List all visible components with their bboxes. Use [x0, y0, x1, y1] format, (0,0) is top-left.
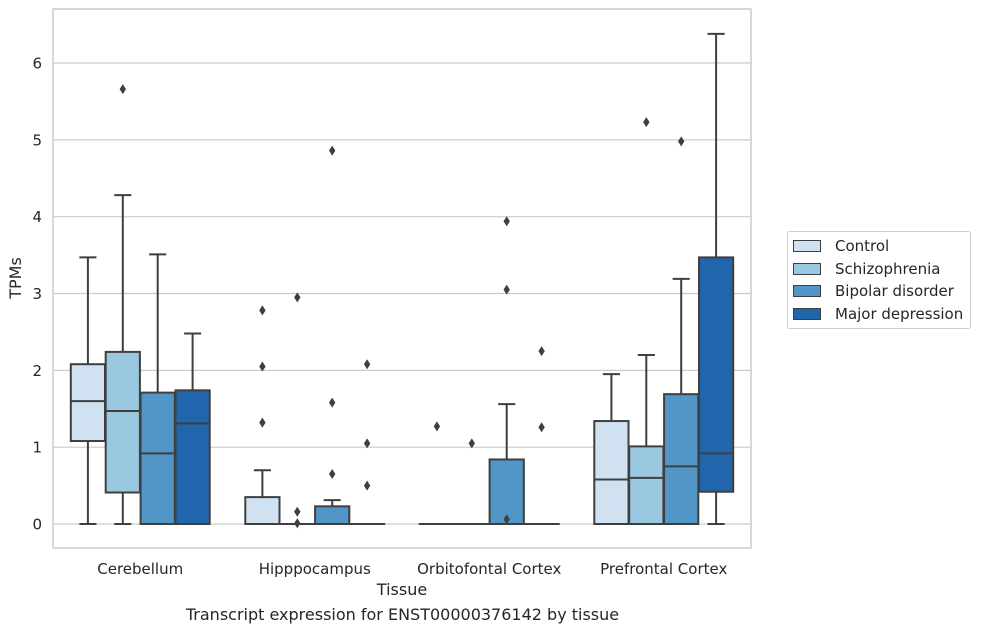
outlier-point — [503, 216, 510, 227]
y-tick-labels: 0 1 2 3 4 5 6 — [32, 55, 42, 534]
x-tick-label: Prefrontal Cortex — [600, 560, 727, 578]
box — [348, 359, 386, 526]
boxes — [69, 32, 735, 529]
outlier-point — [643, 117, 650, 128]
box-body — [104, 350, 141, 494]
x-axis-label: Tissue — [376, 580, 427, 599]
outlier-point — [538, 422, 545, 433]
box — [523, 346, 560, 526]
legend-label: Bipolar disorder — [835, 282, 954, 301]
box — [418, 421, 456, 526]
outlier-point — [329, 397, 336, 408]
outlier-point — [503, 284, 510, 295]
outlier-point — [363, 480, 371, 491]
box-body — [593, 420, 630, 525]
y-tick-label: 0 — [32, 516, 42, 534]
box — [488, 216, 525, 525]
outlier-point — [363, 359, 371, 370]
outlier-point — [294, 292, 301, 303]
chart-caption: Transcript expression for ENST0000037614… — [185, 605, 620, 624]
legend-label: Control — [835, 237, 890, 256]
outlier-point — [329, 469, 336, 480]
y-tick-label: 1 — [32, 439, 42, 457]
box — [593, 373, 630, 525]
outlier-point — [259, 361, 266, 372]
y-tick-label: 2 — [32, 362, 42, 380]
legend-swatch — [793, 240, 821, 253]
legend: Control Schizophrenia Bipolar disorder Majo… — [787, 231, 971, 329]
box-body — [697, 256, 735, 493]
box-body — [174, 389, 211, 525]
outlier-point — [259, 417, 266, 428]
legend-item: Control — [788, 235, 970, 258]
box — [139, 253, 176, 525]
legend-label: Major depression — [835, 304, 964, 323]
box — [279, 292, 316, 529]
y-tick-label: 3 — [32, 285, 42, 303]
box — [314, 145, 351, 526]
box — [697, 32, 735, 525]
box — [104, 84, 141, 525]
outlier-point — [363, 438, 371, 449]
y-tick-label: 4 — [32, 208, 42, 226]
box-body — [663, 393, 700, 525]
outlier-point — [468, 438, 475, 449]
legend-swatch — [793, 262, 821, 275]
outlier-point — [678, 136, 685, 147]
outlier-point — [329, 145, 336, 156]
box-body — [69, 363, 107, 443]
box-body — [488, 458, 525, 525]
plot-frame — [52, 8, 752, 549]
outlier-point — [294, 506, 301, 517]
box-body — [314, 505, 351, 526]
box-body — [244, 496, 281, 525]
legend-swatch — [793, 285, 821, 298]
box-body — [139, 391, 176, 525]
outlier-point — [259, 305, 266, 316]
x-tick-labels: Cerebellum Hipppocampus Orbitofontal Corte… — [97, 560, 727, 578]
outlier-point — [538, 346, 545, 357]
box — [174, 332, 211, 525]
y-tick-label: 6 — [32, 55, 42, 73]
box — [244, 305, 281, 525]
x-tick-label: Cerebellum — [97, 560, 183, 578]
legend-item: Major depression — [788, 303, 970, 326]
y-axis-label: TPMs — [6, 257, 25, 300]
legend-item: Bipolar disorder — [788, 280, 970, 303]
legend-item: Schizophrenia — [788, 258, 970, 281]
outlier-point — [294, 518, 301, 529]
outlier-point — [503, 514, 510, 525]
outlier-point — [433, 421, 441, 432]
y-tick-label: 5 — [32, 131, 42, 149]
legend-swatch — [793, 307, 821, 320]
x-tick-label: Hipppocampus — [259, 560, 371, 578]
outlier-point — [119, 84, 126, 95]
box-body — [628, 445, 665, 525]
legend-label: Schizophrenia — [835, 259, 941, 278]
x-tick-label: Orbitofontal Cortex — [417, 560, 561, 578]
